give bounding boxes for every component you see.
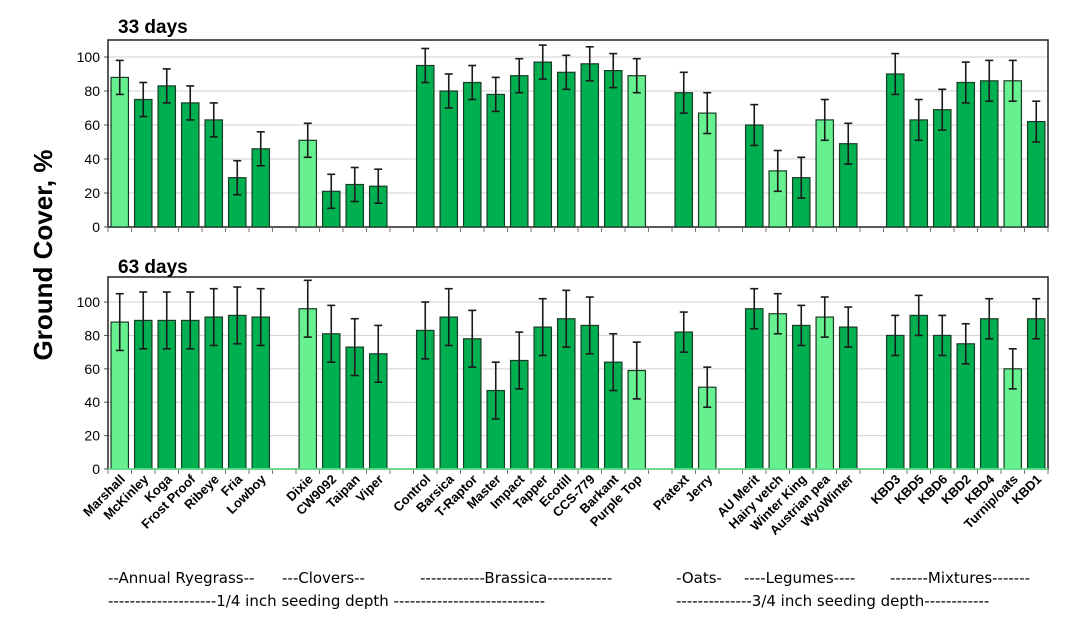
group-label-legumes: ----Legumes---- [744, 569, 855, 587]
y-tick-label: 100 [77, 49, 101, 65]
panel-1: 0 20 40 60 80 100 [77, 276, 1049, 477]
panel-title-33-days: 33 days [118, 17, 188, 38]
bar-kbd4 [979, 318, 999, 470]
bar-hairy-vetch [768, 313, 788, 470]
bar-marshall [110, 76, 130, 228]
bar-kbd2 [956, 81, 976, 228]
group-label-annual-ryegrass: --Annual Ryegrass-- [108, 569, 254, 587]
group-label-brassica: ------------Brassica------------ [420, 569, 612, 587]
y-tick-label: 0 [92, 219, 100, 235]
bar-barsica [439, 90, 459, 228]
y-tick-label: 60 [84, 361, 100, 377]
x-tick-label: Viper [353, 472, 386, 505]
bar-ecotill [556, 71, 576, 228]
panel-title-63-days: 63 days [118, 257, 188, 278]
bar-koga [157, 85, 177, 228]
bar-turnip-oats [1003, 80, 1023, 228]
plot-frame [107, 39, 1049, 228]
bar-mckinley [133, 98, 153, 228]
group-label-clovers: ---Clovers-- [282, 569, 365, 587]
y-tick-label: 80 [84, 83, 100, 99]
depth-label-quarter-inch: --------------------1/4 inch seeding dep… [108, 592, 545, 610]
bar-master [486, 93, 506, 228]
bar-impact [509, 75, 529, 228]
bar-wyowinter [838, 326, 858, 470]
y-tick-label: 20 [84, 185, 100, 201]
depth-label-three-quarter-inch: --------------3/4 inch seeding depth----… [676, 592, 989, 610]
bar-barkant [603, 69, 623, 228]
plot-frame [107, 276, 1049, 470]
bar-frost-proof [180, 102, 200, 228]
bar-winter-king [791, 324, 811, 470]
y-tick-label: 40 [84, 151, 100, 167]
bar-ccs-779 [580, 63, 600, 228]
panel-0: 0 20 40 60 80 100 [77, 39, 1049, 235]
bar-tapper [533, 61, 553, 228]
bar-kbd4 [979, 80, 999, 228]
group-label-oats: -Oats- [676, 569, 722, 587]
y-tick-label: 20 [84, 428, 100, 444]
bar-purple-top [627, 75, 647, 228]
bar-austrian-pea [815, 316, 835, 470]
y-tick-label: 80 [84, 327, 100, 343]
group-label-mixtures: -------Mixtures------- [890, 569, 1030, 587]
bar-kbd1 [1026, 318, 1046, 470]
x-tick-label: Jerry [682, 471, 716, 505]
y-axis-label: Ground Cover, % [28, 150, 58, 361]
bar-control [415, 64, 435, 228]
bar-kbd5 [909, 314, 929, 470]
y-tick-label: 40 [84, 394, 100, 410]
bar-kbd3 [885, 73, 905, 228]
y-tick-label: 60 [84, 117, 100, 133]
y-tick-label: 0 [92, 461, 100, 477]
bar-au-merit [744, 308, 764, 470]
y-tick-label: 100 [77, 294, 101, 310]
bar-t-raptor [462, 81, 482, 228]
